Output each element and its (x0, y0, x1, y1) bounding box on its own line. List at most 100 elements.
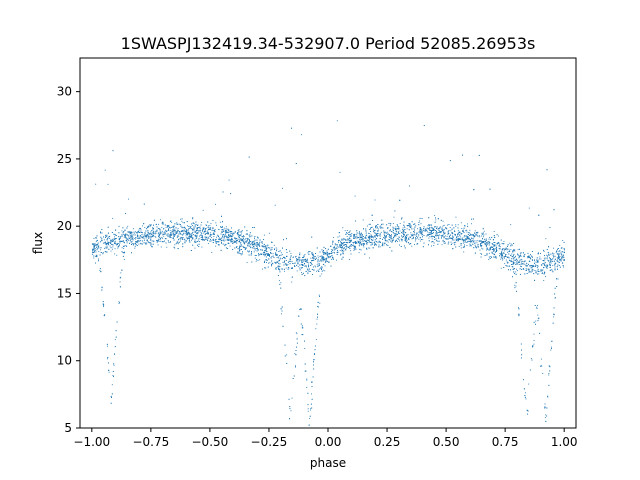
data-point (267, 244, 269, 246)
data-point (257, 244, 259, 246)
data-point (484, 240, 486, 242)
data-point (392, 230, 394, 231)
data-point (102, 301, 104, 303)
data-point (313, 368, 315, 370)
data-point (180, 233, 181, 235)
data-point (509, 250, 511, 252)
data-point (144, 235, 146, 237)
data-point (332, 240, 334, 242)
data-point (437, 240, 439, 242)
data-point (141, 243, 143, 245)
data-point (486, 247, 488, 249)
data-point (355, 237, 357, 239)
data-point (187, 225, 188, 227)
data-point (99, 254, 101, 256)
data-point (398, 236, 400, 238)
data-point (554, 297, 556, 299)
data-point (509, 265, 511, 267)
data-point (451, 231, 453, 233)
data-point (195, 230, 197, 232)
data-point (480, 256, 482, 258)
data-point (130, 237, 132, 238)
data-point (476, 242, 478, 244)
data-point (318, 259, 319, 261)
data-point (109, 235, 111, 237)
data-point (197, 231, 199, 233)
data-point (299, 259, 301, 261)
data-point (304, 265, 306, 267)
data-point (522, 263, 524, 265)
data-point (211, 234, 212, 236)
data-point (503, 252, 504, 254)
data-point (485, 233, 487, 235)
data-point (180, 225, 182, 227)
data-point (438, 227, 440, 229)
data-point (296, 346, 298, 348)
data-point (507, 251, 509, 253)
data-point (152, 243, 154, 245)
data-point (420, 228, 422, 230)
data-point (470, 241, 472, 243)
data-point (175, 243, 177, 245)
data-point (215, 222, 217, 224)
data-point (493, 231, 495, 233)
data-point (437, 234, 438, 236)
data-point (382, 238, 383, 240)
data-point (468, 232, 470, 233)
data-point (234, 247, 236, 249)
data-point (240, 244, 242, 246)
data-point (280, 254, 282, 256)
data-point (544, 259, 546, 261)
data-point (358, 245, 360, 247)
data-point (229, 231, 231, 233)
data-point (410, 233, 412, 235)
data-point (481, 237, 483, 239)
data-point (220, 226, 221, 228)
data-point (96, 244, 98, 245)
data-point (121, 251, 123, 253)
data-point (114, 242, 116, 244)
data-point (451, 235, 453, 237)
data-point (548, 254, 550, 256)
data-point (470, 244, 472, 246)
data-point (296, 270, 298, 272)
data-point (256, 246, 258, 247)
data-point (454, 231, 456, 232)
data-point (503, 240, 505, 242)
data-point (401, 217, 403, 219)
data-point (462, 230, 464, 232)
data-point (455, 238, 457, 240)
data-point (391, 241, 393, 243)
data-point (267, 253, 268, 255)
data-point (184, 230, 186, 232)
data-point (516, 268, 517, 270)
data-point (93, 250, 95, 252)
data-point (106, 234, 108, 236)
data-point (354, 248, 356, 250)
data-point (118, 243, 120, 245)
data-point (340, 239, 342, 241)
data-point (159, 239, 161, 241)
data-point (220, 238, 222, 239)
data-point (239, 249, 241, 251)
data-point (231, 241, 233, 243)
data-point (274, 261, 276, 263)
data-point (121, 230, 123, 232)
data-point (377, 228, 379, 230)
data-point (465, 239, 467, 240)
data-point (354, 236, 356, 238)
data-point (473, 247, 475, 249)
data-point (392, 223, 394, 224)
data-point (531, 251, 533, 252)
data-point (445, 228, 447, 229)
data-point (458, 231, 460, 233)
data-point (167, 234, 169, 236)
data-point (289, 406, 291, 408)
data-point (446, 228, 448, 230)
data-point (184, 231, 186, 233)
data-point (143, 237, 145, 239)
data-point (177, 230, 179, 232)
data-point (265, 253, 267, 255)
data-point (457, 237, 459, 239)
data-point (245, 247, 247, 249)
